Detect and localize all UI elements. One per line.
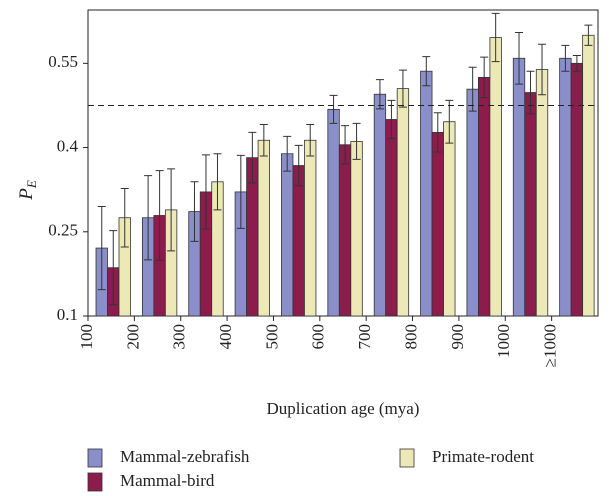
y-tick-label: 0.55 bbox=[48, 52, 78, 71]
error-bar bbox=[283, 135, 292, 172]
error-bar bbox=[468, 66, 477, 112]
bar bbox=[350, 140, 363, 317]
error-bar bbox=[572, 54, 581, 72]
bar bbox=[582, 34, 595, 317]
x-tick-label: ≥1000 bbox=[541, 324, 560, 367]
bar bbox=[512, 57, 526, 317]
y-tick-label: 0.25 bbox=[48, 221, 78, 240]
bar bbox=[570, 62, 584, 317]
y-tick-label: 0.1 bbox=[57, 305, 78, 324]
error-bar bbox=[248, 131, 257, 184]
bar bbox=[524, 92, 537, 317]
bar bbox=[396, 88, 410, 317]
error-bar bbox=[480, 56, 489, 99]
x-tick-label: 900 bbox=[448, 324, 467, 350]
bar bbox=[443, 121, 456, 317]
error-bar bbox=[167, 168, 176, 252]
legend-label: Mammal-bird bbox=[120, 471, 215, 490]
error-bar bbox=[155, 170, 164, 261]
error-bar bbox=[144, 175, 153, 261]
legend-label: Mammal-zebrafish bbox=[120, 447, 250, 466]
x-tick-label: 1000 bbox=[494, 324, 513, 358]
error-bar bbox=[538, 43, 547, 96]
bar bbox=[559, 57, 572, 317]
x-tick-label: 600 bbox=[309, 324, 328, 350]
y-label-sub: E bbox=[24, 180, 39, 189]
bar bbox=[478, 76, 491, 317]
bar bbox=[535, 69, 549, 317]
error-bar bbox=[398, 69, 407, 108]
x-axis-label: Duplication age (mya) bbox=[267, 399, 420, 418]
error-bar bbox=[109, 230, 118, 306]
y-tick-label: 0.4 bbox=[57, 136, 79, 155]
legend-label: Primate-rodent bbox=[432, 447, 534, 466]
bar bbox=[338, 144, 352, 317]
error-bar bbox=[306, 124, 315, 157]
legend-swatch bbox=[87, 472, 103, 492]
error-bar bbox=[445, 99, 454, 144]
error-bar bbox=[491, 12, 500, 63]
error-bar bbox=[433, 112, 442, 153]
x-tick-label: 700 bbox=[355, 324, 374, 350]
error-bar bbox=[120, 188, 129, 248]
error-bar bbox=[213, 153, 222, 211]
bar bbox=[304, 139, 317, 317]
error-bar bbox=[236, 154, 245, 229]
error-bar bbox=[422, 56, 431, 87]
error-bar bbox=[375, 79, 384, 110]
bar bbox=[431, 131, 444, 317]
x-tick-label: 500 bbox=[262, 324, 281, 350]
y-label-main: P bbox=[16, 188, 37, 201]
error-bar bbox=[387, 99, 396, 140]
y-axis-label: PE bbox=[16, 180, 39, 201]
error-bar bbox=[259, 124, 268, 157]
bar bbox=[373, 93, 387, 317]
error-bar bbox=[341, 125, 350, 165]
error-bar bbox=[294, 144, 303, 187]
bar bbox=[292, 165, 305, 317]
error-bar bbox=[526, 70, 535, 115]
legend-swatch bbox=[399, 448, 415, 468]
bar bbox=[385, 119, 398, 317]
x-tick-label: 400 bbox=[216, 324, 235, 350]
legend-swatch bbox=[87, 448, 103, 468]
x-tick-label: 800 bbox=[401, 324, 420, 350]
x-tick-label: 200 bbox=[123, 324, 142, 350]
error-bar bbox=[352, 122, 361, 160]
bar bbox=[466, 88, 479, 317]
x-tick-label: 100 bbox=[77, 324, 96, 350]
bar bbox=[420, 70, 433, 317]
bar bbox=[257, 139, 270, 317]
bar bbox=[489, 37, 502, 317]
error-bar bbox=[584, 24, 593, 46]
bar bbox=[327, 108, 340, 317]
error-bar bbox=[190, 181, 199, 242]
error-bar bbox=[201, 154, 210, 230]
x-tick-label: 300 bbox=[170, 324, 189, 350]
error-bar bbox=[329, 94, 338, 124]
error-bar bbox=[97, 206, 106, 291]
error-bar bbox=[561, 44, 570, 72]
error-bar bbox=[515, 31, 524, 85]
bar bbox=[281, 153, 294, 317]
